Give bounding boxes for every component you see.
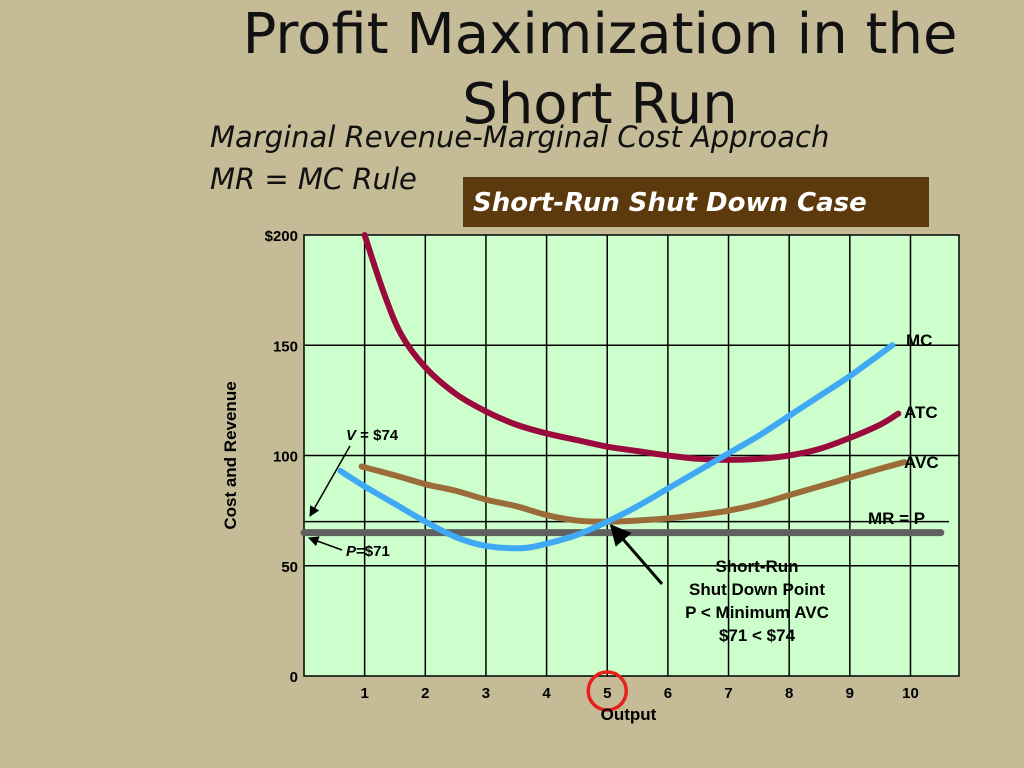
y-tick-150: 150 bbox=[273, 338, 298, 355]
series-avc-label: AVC bbox=[904, 453, 939, 472]
subtitle-line-2: MR = MC Rule bbox=[210, 162, 417, 196]
p-arrow bbox=[308, 536, 343, 551]
title-line-1: Profit Maximization in the bbox=[242, 2, 958, 67]
series-layer: MR = P AVC ATC MC bbox=[300, 232, 949, 552]
series-atc-label: ATC bbox=[904, 403, 938, 422]
p-label: P=$71 bbox=[346, 543, 390, 560]
shutdown-text-line-2: Shut Down Point bbox=[689, 580, 825, 599]
x-tick-10: 10 bbox=[902, 685, 919, 702]
series-mc-line bbox=[337, 342, 896, 552]
x-tick-5: 5 bbox=[603, 685, 611, 702]
series-atc-line bbox=[361, 232, 902, 463]
v-arrow bbox=[309, 445, 351, 517]
shutdown-arrow bbox=[609, 524, 664, 585]
x-tick-4: 4 bbox=[542, 685, 551, 702]
series-avc-line bbox=[358, 459, 908, 525]
x-tick-6: 6 bbox=[664, 685, 672, 702]
highlight-circle bbox=[586, 670, 628, 712]
subtitle-line-1: Marginal Revenue-Marginal Cost Approach bbox=[210, 120, 830, 154]
shutdown-text-line-3: P < Minimum AVC bbox=[685, 603, 829, 622]
shutdown-text-line-4: $71 < $74 bbox=[719, 626, 796, 645]
x-tick-8: 8 bbox=[785, 685, 793, 702]
slide-title: Profit Maximization in the Short Run bbox=[200, 0, 1000, 140]
x-tick-7: 7 bbox=[724, 685, 732, 702]
x-tick-3: 3 bbox=[482, 685, 490, 702]
slide-subtitle: Marginal Revenue-Marginal Cost Approach … bbox=[210, 116, 829, 200]
x-tick-9: 9 bbox=[846, 685, 854, 702]
y-tick-100: 100 bbox=[273, 449, 298, 466]
series-mc-label: MC bbox=[906, 331, 932, 350]
annotations: V = $74 P=$71 Short-Run Shut Down Point P < … bbox=[308, 427, 829, 712]
case-label-box: Short-Run Shut Down Case bbox=[463, 177, 929, 227]
y-tick-50: 50 bbox=[281, 559, 298, 576]
x-tick-1: 1 bbox=[360, 685, 368, 702]
x-tick-2: 2 bbox=[421, 685, 429, 702]
v-label: V = $74 bbox=[346, 427, 399, 444]
shutdown-text-line-1: Short-Run bbox=[715, 557, 798, 576]
y-axis-label: Cost and Revenue bbox=[221, 381, 240, 529]
y-tick-0: 0 bbox=[290, 669, 298, 686]
x-axis-label: Output bbox=[601, 705, 657, 724]
title-line-2: Short Run bbox=[462, 72, 738, 137]
case-label: Short-Run Shut Down Case bbox=[473, 188, 867, 218]
series-mr-p-label: MR = P bbox=[868, 509, 925, 528]
y-tick-200: $200 bbox=[265, 228, 298, 245]
